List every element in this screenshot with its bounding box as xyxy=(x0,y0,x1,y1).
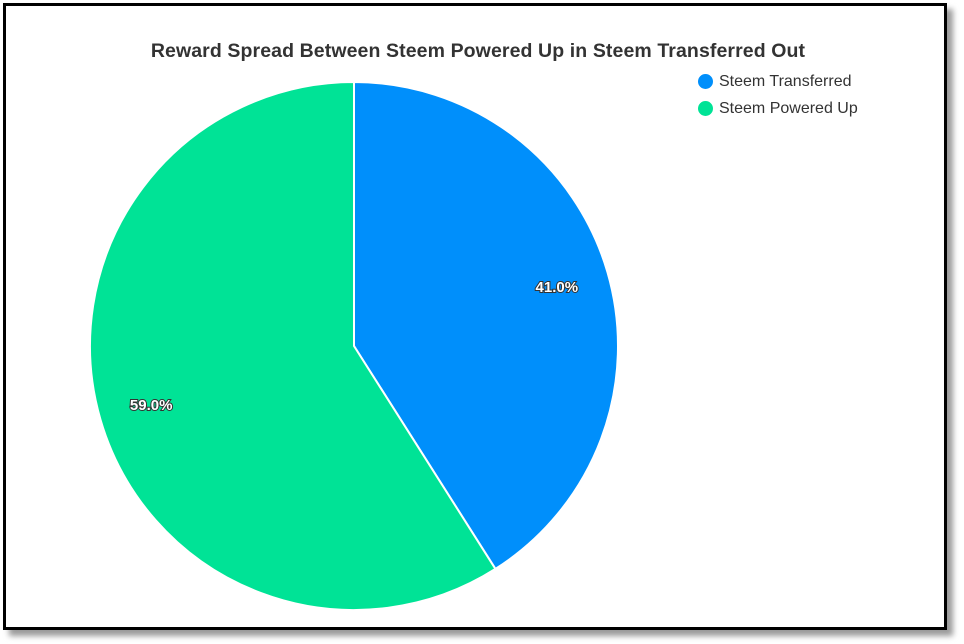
legend-marker-steem-transferred xyxy=(698,74,713,89)
pie-slice-steem-transferred[interactable] xyxy=(353,80,619,571)
pie-slice-steem-powered-up[interactable] xyxy=(89,80,497,611)
data-label-steem-transferred: 41.0% xyxy=(536,279,579,296)
chart-title: Reward Spread Between Steem Powered Up i… xyxy=(150,40,806,62)
legend-label-steem-transferred: Steem Transferred xyxy=(719,72,852,90)
chart-legend: Steem Transferred Steem Powered Up xyxy=(698,68,858,122)
data-label-steem-powered-up: 59.0% xyxy=(130,397,173,414)
legend-item-steem-transferred[interactable]: Steem Transferred xyxy=(698,68,858,95)
legend-marker-steem-powered-up xyxy=(698,101,713,116)
legend-label-steem-powered-up: Steem Powered Up xyxy=(719,99,858,117)
legend-item-steem-powered-up[interactable]: Steem Powered Up xyxy=(698,95,858,122)
